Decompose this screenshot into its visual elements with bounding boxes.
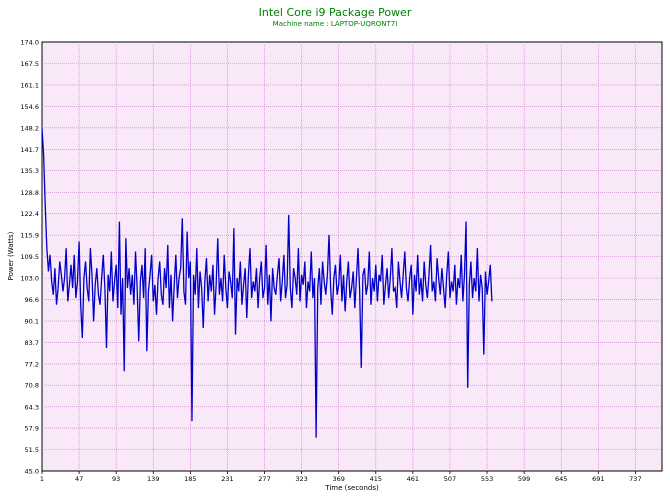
y-tick-label: 128.8	[20, 189, 39, 197]
y-tick-label: 135.3	[20, 167, 39, 175]
x-tick-label: 369	[332, 475, 344, 483]
x-tick-label: 599	[518, 475, 530, 483]
y-axis-label: Power (Watts)	[7, 231, 15, 280]
y-tick-label: 167.5	[20, 60, 39, 68]
x-tick-label: 277	[258, 475, 270, 483]
x-tick-label: 415	[370, 475, 382, 483]
chart-subtitle: Machine name : LAPTOP-UQRONT7I	[272, 20, 398, 28]
x-tick-label: 185	[184, 475, 196, 483]
y-tick-label: 90.1	[25, 318, 39, 326]
y-tick-label: 103.0	[20, 275, 39, 283]
y-tick-label: 122.4	[20, 210, 39, 218]
x-tick-label: 93	[112, 475, 120, 483]
x-tick-label: 139	[147, 475, 159, 483]
y-tick-label: 70.8	[25, 382, 39, 390]
x-tick-label: 737	[629, 475, 641, 483]
y-tick-label: 115.9	[20, 232, 39, 240]
y-tick-label: 64.3	[25, 403, 39, 411]
grid	[42, 42, 662, 471]
x-tick-label: 1	[40, 475, 44, 483]
y-tick-label: 174.0	[20, 39, 39, 47]
x-tick-label: 231	[221, 475, 233, 483]
y-tick-label: 148.2	[20, 124, 39, 132]
x-axis-label: Time (seconds)	[324, 484, 379, 492]
x-tick-label: 691	[592, 475, 604, 483]
y-tick-label: 83.7	[25, 339, 39, 347]
x-tick-label: 553	[481, 475, 493, 483]
y-tick-label: 109.5	[20, 253, 39, 261]
y-tick-label: 45.0	[25, 468, 39, 476]
x-tick-label: 323	[295, 475, 307, 483]
y-tick-label: 141.7	[20, 146, 39, 154]
y-tick-label: 77.2	[25, 360, 39, 368]
series-line	[41, 128, 493, 438]
chart-title: Intel Core i9 Package Power	[258, 6, 412, 19]
x-axis: 1 47 93 139 185 231 277 323 369 415 461 507 553 599 64…	[40, 471, 642, 483]
y-tick-label: 161.1	[20, 81, 39, 89]
y-tick-label: 96.6	[25, 296, 39, 304]
y-tick-label: 57.9	[25, 425, 39, 433]
x-tick-label: 645	[555, 475, 567, 483]
x-tick-label: 461	[407, 475, 419, 483]
y-tick-label: 51.5	[25, 446, 39, 454]
x-tick-label: 47	[75, 475, 83, 483]
x-tick-label: 507	[444, 475, 456, 483]
y-tick-label: 154.6	[20, 103, 39, 111]
y-axis: 45.0 51.5 57.9 64.3 70.8 77.2 83.7 90.1 96.6 103.…	[20, 39, 39, 476]
